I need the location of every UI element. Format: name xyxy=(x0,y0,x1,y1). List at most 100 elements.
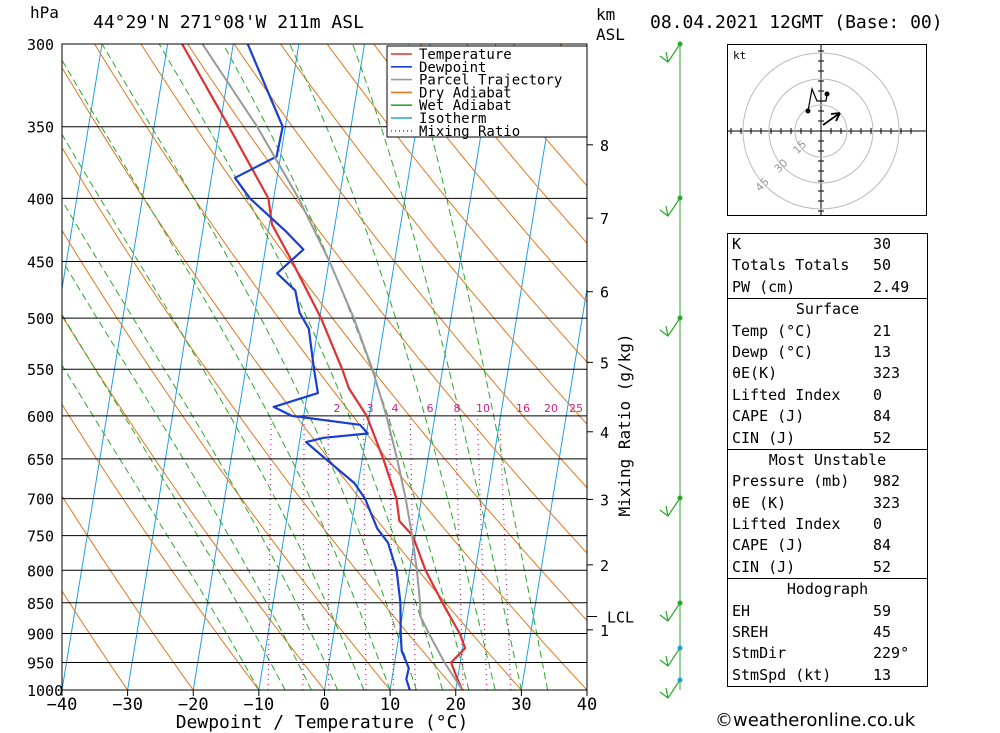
axes: 3003504004505005506006507007508008509009… xyxy=(27,36,634,715)
indices-table: K 30 Totals Totals 50 PW (cm) 2.49 Surface … xyxy=(727,233,928,688)
wind-barb xyxy=(659,43,681,63)
hodograph-ring xyxy=(768,78,874,184)
x-tick-label: 20 xyxy=(446,695,466,715)
wind-barb xyxy=(659,497,681,517)
x-tick-label: 40 xyxy=(577,695,597,715)
pressure-tick-label: 300 xyxy=(27,36,54,54)
dry-adiabat-line xyxy=(62,403,260,690)
credit-link[interactable]: ©weatheronline.co.uk xyxy=(715,710,916,731)
surface-row: Temp (°C) 21 xyxy=(728,321,927,342)
hodo-value: 59 xyxy=(873,601,892,620)
mixing-ratio-label: 25 xyxy=(569,402,583,415)
legend-entry: Temperature xyxy=(419,47,512,63)
pressure-tick-label: 950 xyxy=(27,654,54,672)
mixing-ratio-line xyxy=(499,415,512,690)
mu-row: CIN (J) 52 xyxy=(728,557,927,578)
x-tick-label: 0 xyxy=(319,695,329,715)
wet-adiabat-line xyxy=(62,259,312,690)
pressure-tick-label: 750 xyxy=(27,528,54,546)
mu-row: Lifted Index 0 xyxy=(728,514,927,535)
mixing-ratio-line xyxy=(388,415,395,690)
index-label: K xyxy=(732,235,742,253)
parcel-trajectory-line xyxy=(201,44,464,690)
hodograph-stats-header: Hodograph xyxy=(728,578,927,600)
x-tick-label: −20 xyxy=(178,695,209,715)
hodograph-ring xyxy=(742,52,900,210)
surface-value: 0 xyxy=(873,385,883,404)
hodo-label: StmSpd (kt) xyxy=(732,665,832,684)
surface-label: CAPE (J) xyxy=(732,407,805,426)
legend-entry: Dewpoint xyxy=(419,60,486,76)
mixing-ratio-label: 8 xyxy=(454,402,461,415)
wet-adiabat-line xyxy=(352,44,522,690)
index-label: PW (cm) xyxy=(732,277,796,296)
x-tick-label: 10 xyxy=(380,695,400,715)
dry-adiabat-line xyxy=(326,44,587,363)
legend-entry: Dry Adiabat xyxy=(419,85,512,101)
mu-value: 323 xyxy=(873,493,901,512)
datetime-label: 08.04.2021 12GMT (Base: 00) xyxy=(650,12,943,33)
surface-label: Lifted Index xyxy=(732,385,841,404)
wind-barb xyxy=(659,197,681,217)
mixing-ratio-axis-title: Mixing Ratio (g/kg) xyxy=(615,333,634,516)
surface-label: θE(K) xyxy=(732,364,778,383)
hodograph-unit: kt xyxy=(733,49,746,62)
hodograph-ring-label: 15 xyxy=(790,138,809,157)
dry-adiabat-line xyxy=(62,315,325,690)
height-unit-label: km xyxy=(596,5,615,24)
mu-value: 84 xyxy=(873,536,892,555)
surface-row: θE(K) 323 xyxy=(728,363,927,384)
wet-adiabat-line xyxy=(222,44,470,690)
legend-entry: Mixing Ratio xyxy=(419,124,520,140)
dry-adiabat-line xyxy=(62,495,194,690)
index-value: 2.49 xyxy=(873,277,910,296)
mixing-ratio-label: 20 xyxy=(544,402,558,415)
mixing-ratio-line xyxy=(409,415,417,690)
isotherm-line xyxy=(62,44,103,292)
isotherm-line xyxy=(520,285,587,690)
mixing-ratio-label: 3 xyxy=(367,402,374,415)
wind-barb xyxy=(659,647,681,667)
index-value: 50 xyxy=(873,256,892,275)
hodo-row: EH 59 xyxy=(728,601,927,622)
x-axis-title: Dewpoint / Temperature (°C) xyxy=(176,712,469,733)
surface-label: CIN (J) xyxy=(732,428,796,447)
wet-adiabat-line xyxy=(289,44,496,690)
surface-value: 52 xyxy=(873,428,892,447)
mu-label: Lifted Index xyxy=(732,515,841,534)
pressure-tick-label: 700 xyxy=(27,491,54,509)
wet-adiabat-line xyxy=(62,199,339,690)
isotherm-line xyxy=(258,44,366,690)
surface-value: 13 xyxy=(873,342,892,361)
dry-adiabat-line xyxy=(93,44,587,690)
mu-value: 982 xyxy=(873,472,901,491)
legend-entry: Wet Adiabat xyxy=(419,98,512,114)
dry-adiabat-line xyxy=(62,229,391,690)
surface-header: Surface xyxy=(728,298,927,320)
x-tick-label: 30 xyxy=(511,695,531,715)
mu-row: CAPE (J) 84 xyxy=(728,535,927,556)
x-tick-label: −30 xyxy=(112,695,143,715)
wind-barbs xyxy=(659,41,683,699)
hodo-row: SREH 45 xyxy=(728,622,927,643)
dewpoint-line xyxy=(233,44,411,690)
pressure-tick-label: 350 xyxy=(27,119,54,137)
pressure-tick-label: 500 xyxy=(27,310,54,328)
x-tick-label: −10 xyxy=(244,695,275,715)
dry-adiabat-line xyxy=(62,590,129,690)
surface-value: 84 xyxy=(873,407,892,426)
pressure-tick-label: 1000 xyxy=(27,682,63,700)
height-tick-label: 1 xyxy=(600,622,609,640)
wind-barb xyxy=(659,679,681,699)
wet-adiabat-line xyxy=(62,313,286,690)
hodograph-ring-label: 45 xyxy=(753,175,772,194)
height-tick-label: 4 xyxy=(600,424,609,442)
mixing-ratio-label: 6 xyxy=(427,402,434,415)
height-tick-label: 6 xyxy=(600,284,609,302)
mu-value: 0 xyxy=(873,515,883,534)
wet-adiabat-line xyxy=(62,59,391,690)
surface-row: Lifted Index 0 xyxy=(728,385,927,406)
surface-value: 323 xyxy=(873,364,901,383)
